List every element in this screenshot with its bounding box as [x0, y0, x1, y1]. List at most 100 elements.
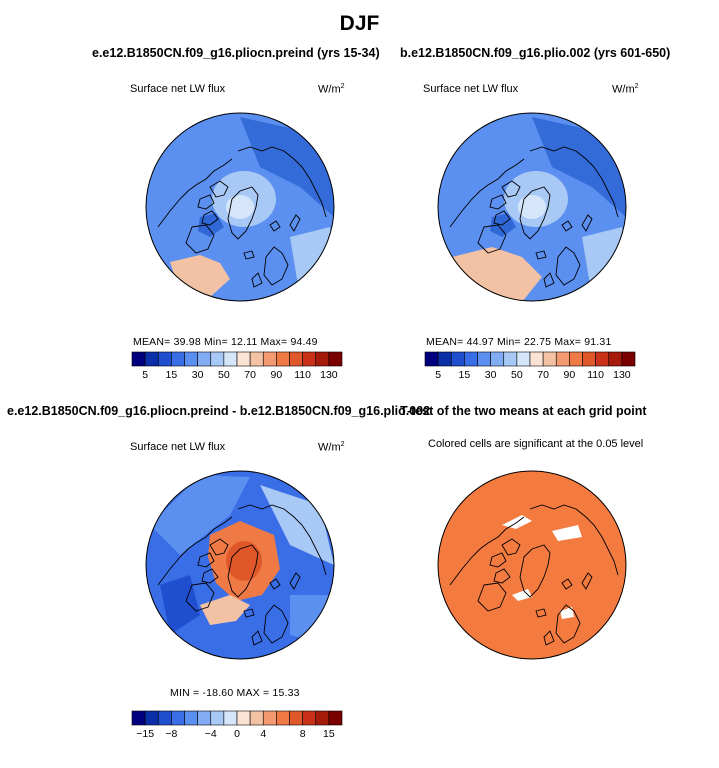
- panel1-variable-label: Surface net LW flux: [130, 83, 226, 95]
- panel1-colorbar-swatch: [328, 351, 343, 367]
- panel2-colorbar: 5 15 30 50 70 90 110 130: [424, 351, 636, 381]
- panel4-map-coastline: [449, 516, 525, 586]
- panel4-map-nonsig-nordic: [560, 607, 574, 619]
- panel2-map-coastline: [581, 214, 593, 232]
- panel2-title: b.e12.B1850CN.f09_g16.plio.002 (yrs 601-…: [400, 46, 671, 60]
- panel3-colorbar-swatch: [262, 710, 277, 726]
- panel1-map-border: [145, 112, 335, 302]
- panel2-map-field: [438, 113, 626, 301]
- panel2-stats: MEAN= 44.97 Min= 22.75 Max= 91.31: [426, 336, 612, 348]
- panel3-colorbar-tick-label: 4: [260, 728, 266, 740]
- panel3-colorbar-swatch: [197, 710, 212, 726]
- panel1-colorbar-tick-label: 110: [294, 369, 311, 381]
- panel3-colorbar-swatch: [184, 710, 198, 726]
- panel3-map-coastline: [289, 572, 301, 590]
- panel3-colorbar-swatch: [131, 710, 146, 726]
- panel3-map-border: [145, 470, 335, 660]
- panel3-colorbar-swatch: [144, 710, 159, 726]
- panel1-colorbar-swatch: [144, 351, 159, 367]
- panel1-colorbar-swatch: [223, 351, 238, 367]
- panel3-colorbar-tick-label: 15: [323, 728, 335, 740]
- panel2-map-coastline: [529, 146, 619, 218]
- panel1-colorbar-tick-label: 5: [142, 369, 148, 381]
- panel3-colorbar-swatch: [157, 710, 172, 726]
- panel1-map-coastline: [269, 220, 281, 232]
- panel3-map-coastline: [201, 568, 219, 584]
- panel1-colorbar-swatch: [315, 351, 330, 367]
- panel2-map-coastline: [519, 186, 551, 240]
- panel4-map-background: [438, 471, 626, 659]
- panel1-map-coastline: [157, 158, 233, 228]
- panel3-map-field: [146, 471, 334, 659]
- panel1-map-coastline: [197, 194, 215, 210]
- panel2-colorbar-tick-label: 110: [587, 369, 604, 381]
- panel2-map-border: [437, 112, 627, 302]
- panel3-map-coastline: [227, 544, 259, 598]
- panel2-map-region-pole: [518, 195, 546, 219]
- panel2-colorbar-swatch: [595, 351, 610, 367]
- panel1-colorbar-swatch: [171, 351, 185, 367]
- panel2-colorbar-tick-label: 30: [485, 369, 497, 381]
- panel2-map-coastline: [561, 220, 573, 232]
- panel1-map-field: [146, 113, 334, 301]
- panel3-map-coastline: [251, 630, 263, 646]
- panel2-map-coastline: [535, 250, 547, 260]
- panel1-colorbar: 5 15 30 50 70 90 110 130: [131, 351, 343, 381]
- panel2-map-coastline: [555, 246, 581, 286]
- panel1-polar-map: [145, 112, 335, 302]
- panel2-colorbar-swatch: [503, 351, 518, 367]
- panel2-colorbar-swatch: [621, 351, 636, 367]
- panel1-colorbar-swatch: [197, 351, 212, 367]
- panel2-colorbar-tick-label: 5: [435, 369, 441, 381]
- panel2-map-coastline: [477, 224, 507, 254]
- panel4-map-coastline: [477, 582, 507, 612]
- panel3-colorbar-swatch: [171, 710, 185, 726]
- panel1-colorbar-swatch: [184, 351, 198, 367]
- panel1-map-coastline: [209, 180, 229, 198]
- panel3-map-coastline: [185, 582, 215, 612]
- panel3-colorbar-swatch: [210, 710, 225, 726]
- panel3-colorbar-tick-label: 8: [300, 728, 306, 740]
- panel3-title: e.e12.B1850CN.f09_g16.pliocn.preind - b.…: [7, 404, 431, 418]
- panel2-colorbar-swatch: [516, 351, 531, 367]
- panel2-colorbar-swatch: [450, 351, 465, 367]
- panel1-colorbar-swatch: [210, 351, 225, 367]
- panel4-note: Colored cells are significant at the 0.0…: [428, 438, 644, 450]
- panel3-unit-label: W/m2: [318, 441, 345, 454]
- panel3-map-region-nw: [150, 475, 250, 555]
- panel4-map-field: [438, 471, 626, 659]
- panel3-map-coastline: [197, 552, 215, 568]
- panel3-colorbar-swatch: [315, 710, 330, 726]
- panel2-colorbar-swatch: [608, 351, 623, 367]
- panel3-variable-label: Surface net LW flux: [130, 441, 226, 453]
- panel2-unit-label: W/m2: [612, 83, 639, 96]
- panel1-colorbar-swatch: [131, 351, 146, 367]
- panel3-map-coastline: [243, 608, 255, 618]
- panel1-colorbar-tick-label: 90: [271, 369, 283, 381]
- panel1-map-coastline: [201, 210, 219, 226]
- panel1-map-coastline: [227, 186, 259, 240]
- panel2-colorbar-tick-label: 90: [564, 369, 576, 381]
- panel3-map-coastline: [209, 538, 229, 556]
- panel1-colorbar-swatch: [289, 351, 303, 367]
- panel1-colorbar-tick-label: 15: [166, 369, 178, 381]
- panel4-map-nonsig-atlantic: [512, 589, 532, 601]
- panel2-polar-map: [437, 112, 627, 302]
- panel3-map-region-atlantic: [200, 595, 250, 625]
- panel2-map-coastline: [449, 158, 525, 228]
- panel4-polar-map: [437, 470, 627, 660]
- panel4-map-coastline: [543, 630, 555, 646]
- panel3-map-coastline: [269, 578, 281, 590]
- panel2-colorbar-swatch: [464, 351, 478, 367]
- panel2-colorbar-swatch: [569, 351, 583, 367]
- panel3-colorbar-swatch: [289, 710, 303, 726]
- panel4-title: T-test of the two means at each grid poi…: [400, 404, 647, 418]
- panel1-colorbar-swatch: [262, 351, 277, 367]
- panel1-map-coastline: [251, 272, 263, 288]
- panel4-map-nonsig-beaufort: [552, 525, 582, 541]
- panel3-colorbar-swatch: [223, 710, 238, 726]
- panel2-colorbar-tick-label: 50: [511, 369, 523, 381]
- panel3-colorbar: −15 −8 −4 0 4 8 15: [131, 710, 343, 740]
- panel4-map-coastline: [493, 568, 511, 584]
- panel2-colorbar-swatch: [529, 351, 544, 367]
